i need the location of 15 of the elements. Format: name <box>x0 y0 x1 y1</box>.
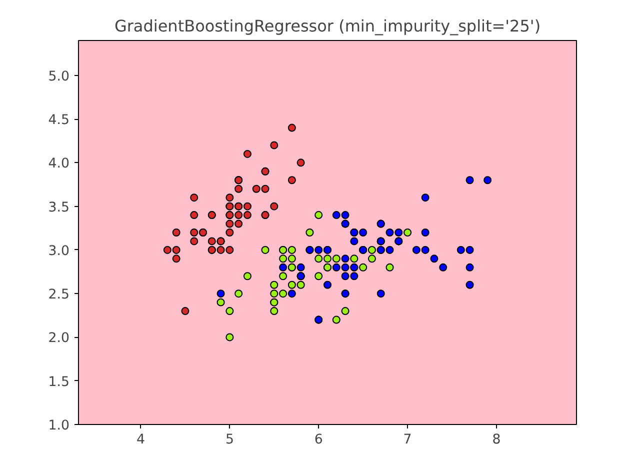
x-tick-label: 4 <box>136 432 145 448</box>
y-tick-label: 5.0 <box>48 69 70 84</box>
x-tick-label: 5 <box>225 432 234 448</box>
y-tick-label: 3.0 <box>48 244 70 259</box>
x-tick-label: 8 <box>492 432 501 448</box>
y-tick-label: 1.5 <box>48 374 70 390</box>
y-tick-label: 2.0 <box>48 331 70 346</box>
y-tick-label: 1.0 <box>48 418 70 434</box>
y-tick-label: 2.5 <box>48 288 70 303</box>
x-tick-label: 7 <box>403 432 412 448</box>
chart-title: GradientBoostingRegressor (min_impurity_split='25') <box>114 16 541 36</box>
y-tick-label: 4.0 <box>48 156 70 172</box>
x-tick-label: 6 <box>314 432 323 448</box>
y-tick-label: 4.5 <box>48 113 70 128</box>
y-tick-label: 3.5 <box>48 200 70 216</box>
